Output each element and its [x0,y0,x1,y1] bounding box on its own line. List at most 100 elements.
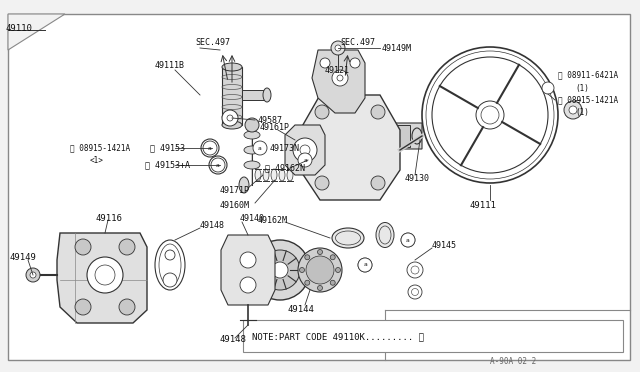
Text: a: a [303,157,307,163]
Ellipse shape [244,161,260,169]
Circle shape [305,280,310,285]
Circle shape [272,262,288,278]
Circle shape [253,141,267,155]
Text: 49148: 49148 [220,336,247,344]
Circle shape [320,58,330,68]
Polygon shape [8,14,65,50]
Bar [372,127,382,145]
Circle shape [407,262,423,278]
Circle shape [119,299,135,315]
Text: SEC.497: SEC.497 [195,38,230,46]
Polygon shape [57,233,147,323]
Ellipse shape [376,222,394,247]
Circle shape [245,118,259,132]
Circle shape [315,105,329,119]
Text: A-90A 02 2: A-90A 02 2 [490,357,536,366]
Text: 49116: 49116 [95,214,122,222]
Circle shape [222,110,238,126]
Polygon shape [312,50,365,113]
Circle shape [335,45,341,51]
Circle shape [331,41,345,55]
Text: (1): (1) [575,108,589,116]
Circle shape [401,233,415,247]
Circle shape [119,239,135,255]
Circle shape [408,285,422,299]
Text: 49145: 49145 [432,241,457,250]
Ellipse shape [412,128,422,144]
Text: 49140: 49140 [240,214,265,222]
Text: a: a [208,145,212,151]
Circle shape [411,266,419,274]
Circle shape [87,257,123,293]
Circle shape [163,273,177,287]
Text: NOTE:PART CODE 49110K......... Ⓐ: NOTE:PART CODE 49110K......... Ⓐ [252,333,424,341]
Circle shape [317,285,323,291]
Polygon shape [300,95,400,200]
Circle shape [227,115,233,121]
Circle shape [211,158,225,172]
Text: 49160M: 49160M [220,201,250,209]
Text: SEC.497: SEC.497 [340,38,375,46]
Text: 49149M: 49149M [382,44,412,52]
Circle shape [371,105,385,119]
Text: 49148: 49148 [200,221,225,230]
Text: Ⓐ 49153: Ⓐ 49153 [150,144,185,153]
Circle shape [240,277,256,293]
Ellipse shape [263,169,269,181]
Circle shape [300,267,305,273]
Text: Ⓝ 08911-6421A: Ⓝ 08911-6421A [558,71,618,80]
Circle shape [298,153,312,167]
Text: 49173N: 49173N [270,144,300,153]
Circle shape [300,155,310,165]
Circle shape [26,268,40,282]
Circle shape [476,101,504,129]
Text: ⓗ 08915-1421A: ⓗ 08915-1421A [558,96,618,105]
Ellipse shape [271,169,277,181]
Bar [392,125,410,147]
Ellipse shape [255,169,261,181]
Ellipse shape [222,63,242,71]
Circle shape [337,75,343,81]
Circle shape [564,101,582,119]
Text: 49144: 49144 [288,305,315,314]
Circle shape [422,47,558,183]
Text: <1>: <1> [90,155,104,164]
Ellipse shape [239,177,249,193]
Text: 49587: 49587 [258,115,283,125]
Ellipse shape [155,240,185,290]
Polygon shape [222,67,242,125]
Text: 49161P: 49161P [260,122,290,131]
Text: a: a [406,237,410,243]
Circle shape [332,70,348,86]
Circle shape [300,145,310,155]
Circle shape [315,176,329,190]
Polygon shape [285,125,325,175]
Text: 49121: 49121 [325,65,350,74]
Circle shape [30,272,36,278]
Ellipse shape [279,169,285,181]
Circle shape [432,57,548,173]
Polygon shape [221,235,275,305]
Text: a: a [363,263,367,267]
Circle shape [371,176,385,190]
Circle shape [298,248,342,292]
Ellipse shape [244,131,260,139]
Circle shape [350,58,360,68]
Circle shape [240,252,256,268]
Text: 49111B: 49111B [155,61,185,70]
Circle shape [250,240,310,300]
Circle shape [75,299,91,315]
Text: 49130: 49130 [405,173,430,183]
Circle shape [330,255,335,260]
Ellipse shape [244,146,260,154]
Circle shape [542,82,554,94]
Text: a: a [216,163,220,167]
Text: 49110: 49110 [5,23,32,32]
Circle shape [305,255,310,260]
Text: 49111: 49111 [470,201,497,209]
Ellipse shape [332,228,364,248]
Circle shape [75,239,91,255]
Text: Ⓐ 49162N: Ⓐ 49162N [265,164,305,173]
Circle shape [569,106,577,114]
Ellipse shape [287,169,293,181]
